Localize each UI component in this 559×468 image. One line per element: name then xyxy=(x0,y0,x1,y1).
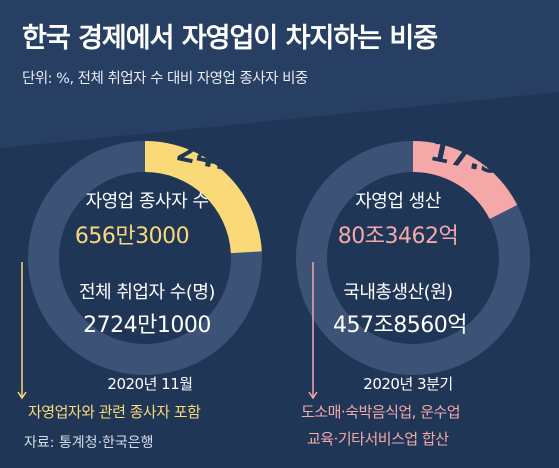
right-total-label: 국내총생산(원) xyxy=(343,282,453,303)
right-date: 2020년 3분기 xyxy=(363,375,453,393)
right-pointer-arrowhead xyxy=(308,391,318,400)
left-value: 656만3000 xyxy=(74,224,190,249)
left-note: 자영업자와 관련 종사자 포함 xyxy=(28,403,201,421)
left-pointer-arrowhead xyxy=(17,391,27,400)
right-donut-highlight-slice xyxy=(413,141,518,219)
right-total-value: 457조8560억 xyxy=(333,313,467,338)
source-note: 자료: 통계청·한국은행 xyxy=(24,435,154,451)
left-date: 2020년 11월 xyxy=(107,375,193,393)
chart-title: 한국 경제에서 자영업이 차지하는 비중 xyxy=(22,23,438,54)
left-total-value: 2724만1000 xyxy=(83,313,211,338)
left-donut-highlight-slice xyxy=(145,141,262,254)
chart-subtitle: 단위: %, 전체 취업자 수 대비 자영업 종사자 비중 xyxy=(22,71,308,87)
right-note-line2: 교육·기타서비스업 합산 xyxy=(307,430,449,448)
right-label: 자영업 생산 xyxy=(355,191,441,212)
header-band xyxy=(0,0,559,148)
left-total-label: 전체 취업자 수(명) xyxy=(79,282,215,303)
left-label: 자영업 종사자 수 xyxy=(85,191,209,212)
right-note-line1: 도소매·숙박음식업, 운수업 xyxy=(301,403,461,421)
right-value: 80조3462억 xyxy=(337,224,459,249)
